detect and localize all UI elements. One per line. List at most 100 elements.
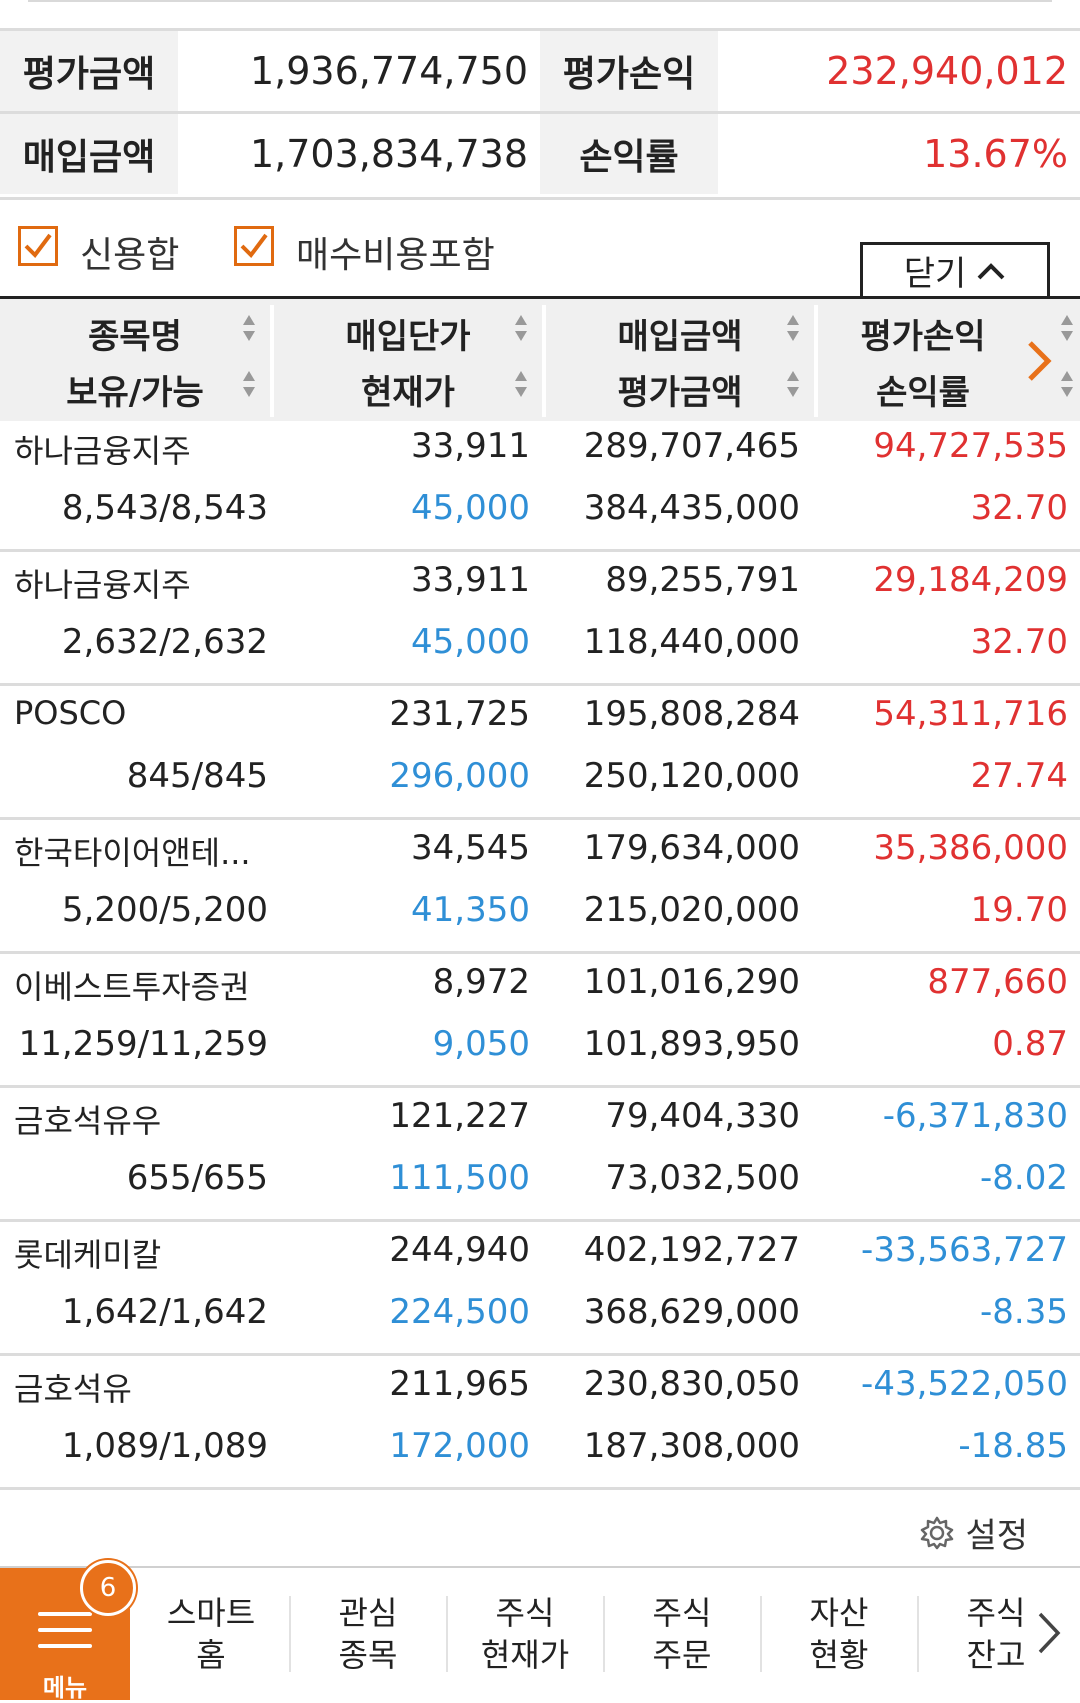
header-col-amount[interactable]: 매입금액 평가금액 xyxy=(546,299,814,421)
header-stock-name: 종목명 xyxy=(88,317,182,357)
table-row[interactable]: 한국타이어앤테... 5,200/5,200 34,545 41,350 179,634… xyxy=(0,820,1080,954)
avg-price: 231,725 xyxy=(389,694,530,734)
sort-icon[interactable] xyxy=(786,313,800,343)
checkmark-icon xyxy=(24,233,52,259)
sort-icon[interactable] xyxy=(242,313,256,343)
table-row[interactable]: 금호석유우 655/655 121,227 111,500 79,404,330 73,0… xyxy=(0,1088,1080,1222)
avg-price: 33,911 xyxy=(411,560,530,600)
eval-pl-value: 232,940,012 xyxy=(826,49,1068,93)
top-divider xyxy=(28,0,1052,2)
header-col-pl[interactable]: 평가손익 손익률 xyxy=(818,299,1080,421)
eval-pl: -6,371,830 xyxy=(882,1096,1068,1136)
sort-icon[interactable] xyxy=(514,313,528,343)
sort-icon[interactable] xyxy=(786,369,800,399)
buy-amount: 230,830,050 xyxy=(583,1364,800,1404)
holding-quantity: 2,632/2,632 xyxy=(61,622,268,662)
nav-stock-order[interactable]: 주식 주문 xyxy=(605,1568,759,1700)
include-fee-label[interactable]: 매수비용포함 xyxy=(296,235,495,276)
nav-divider xyxy=(917,1596,919,1672)
stock-name: POSCO xyxy=(14,694,127,732)
avg-price: 34,545 xyxy=(411,828,530,868)
return-rate: 32.70 xyxy=(970,488,1068,528)
notification-badge: 6 xyxy=(80,1560,136,1616)
header-col-price[interactable]: 매입단가 현재가 xyxy=(274,299,542,421)
table-row[interactable]: POSCO 845/845 231,725 296,000 195,808,284 250… xyxy=(0,686,1080,820)
holding-quantity: 5,200/5,200 xyxy=(61,890,268,930)
checkmark-icon xyxy=(240,233,268,259)
avg-price: 244,940 xyxy=(389,1230,530,1270)
sort-icon[interactable] xyxy=(1060,369,1074,399)
sort-icon[interactable] xyxy=(242,369,256,399)
stock-name: 롯데케미칼 xyxy=(14,1236,162,1274)
chevron-right-icon[interactable] xyxy=(1024,339,1054,387)
buy-amount: 195,808,284 xyxy=(583,694,800,734)
buy-amount-value: 1,703,834,738 xyxy=(249,132,528,176)
return-rate: -18.85 xyxy=(958,1426,1068,1466)
header-col-name[interactable]: 종목명 보유/가능 xyxy=(0,299,270,421)
nav-divider xyxy=(446,1596,448,1672)
holding-quantity: 1,642/1,642 xyxy=(61,1292,268,1332)
avg-price: 121,227 xyxy=(389,1096,530,1136)
table-row[interactable]: 금호석유 1,089/1,089 211,965 172,000 230,830,050… xyxy=(0,1356,1080,1490)
eval-amount-value: 1,936,774,750 xyxy=(249,49,528,93)
hamburger-icon xyxy=(38,1612,92,1660)
holding-quantity: 8,543/8,543 xyxy=(61,488,268,528)
eval-pl: 94,727,535 xyxy=(873,426,1068,466)
nav-label-line2: 잔고 xyxy=(966,1636,1026,1674)
nav-asset-status[interactable]: 자산 현황 xyxy=(762,1568,916,1700)
buy-amount: 89,255,791 xyxy=(605,560,800,600)
avg-price: 211,965 xyxy=(389,1364,530,1404)
nav-divider xyxy=(760,1596,762,1672)
eval-pl-label: 평가손익 xyxy=(540,31,718,111)
close-summary-button[interactable]: 닫기 xyxy=(860,242,1050,296)
sort-icon[interactable] xyxy=(514,369,528,399)
header-current-price: 현재가 xyxy=(361,373,455,413)
buy-amount: 179,634,000 xyxy=(583,828,800,868)
current-price: 296,000 xyxy=(389,756,530,796)
eval-pl: 877,660 xyxy=(927,962,1068,1002)
table-row[interactable]: 이베스트투자증권 11,259/11,259 8,972 9,050 101,016,2… xyxy=(0,954,1080,1088)
stock-name: 이베스트투자증권 xyxy=(14,968,250,1006)
account-summary: 평가금액 1,936,774,750 평가손익 232,940,012 매입금액… xyxy=(0,28,1080,200)
eval-amount: 368,629,000 xyxy=(583,1292,800,1332)
eval-amount: 101,893,950 xyxy=(583,1024,800,1064)
buy-amount-label: 매입금액 xyxy=(0,114,178,194)
chevron-up-icon xyxy=(977,262,1005,279)
nav-label-line2: 종목 xyxy=(338,1636,398,1674)
return-rate: 19.70 xyxy=(970,890,1068,930)
nav-label-line1: 스마트 xyxy=(166,1594,256,1632)
eval-amount: 215,020,000 xyxy=(583,890,800,930)
credit-sum-checkbox[interactable] xyxy=(18,226,58,266)
chevron-right-icon[interactable] xyxy=(1036,1610,1062,1660)
nav-divider xyxy=(603,1596,605,1672)
nav-stock-balance[interactable]: 주식 잔고 xyxy=(919,1568,1073,1700)
sort-icon[interactable] xyxy=(1060,313,1074,343)
credit-sum-label[interactable]: 신용합 xyxy=(80,235,180,276)
holding-quantity: 1,089/1,089 xyxy=(61,1426,268,1466)
header-eval-pl: 평가손익 xyxy=(860,317,986,357)
nav-label-line2: 현재가 xyxy=(480,1636,570,1674)
return-rate: -8.02 xyxy=(980,1158,1068,1198)
current-price: 45,000 xyxy=(411,488,530,528)
eval-amount-label: 평가금액 xyxy=(0,31,178,111)
current-price: 172,000 xyxy=(389,1426,530,1466)
buy-amount: 101,016,290 xyxy=(583,962,800,1002)
nav-label-line1: 관심 xyxy=(338,1594,398,1632)
table-row[interactable]: 롯데케미칼 1,642/1,642 244,940 224,500 402,192,72… xyxy=(0,1222,1080,1356)
stock-name: 한국타이어앤테... xyxy=(14,834,251,872)
settings-button[interactable]: 설정 xyxy=(919,1508,1028,1557)
bottom-navigation: 메뉴 6 스마트 홈 관심 종목 주식 현재가 주식 주문 자산 현황 주식 잔고 xyxy=(0,1560,1080,1702)
table-row[interactable]: 하나금융지주 2,632/2,632 33,911 45,000 89,255,791 1… xyxy=(0,552,1080,686)
nav-smart-home[interactable]: 스마트 홈 xyxy=(134,1568,288,1700)
current-price: 224,500 xyxy=(389,1292,530,1332)
nav-label-line1: 주식 xyxy=(495,1594,555,1632)
close-button-label: 닫기 xyxy=(903,254,967,294)
include-fee-checkbox[interactable] xyxy=(234,226,274,266)
current-price: 111,500 xyxy=(389,1158,530,1198)
eval-amount: 384,435,000 xyxy=(583,488,800,528)
table-row[interactable]: 하나금융지주 8,543/8,543 33,911 45,000 289,707,465… xyxy=(0,418,1080,552)
header-avg-price: 매입단가 xyxy=(345,317,471,357)
holding-quantity: 655/655 xyxy=(126,1158,268,1198)
